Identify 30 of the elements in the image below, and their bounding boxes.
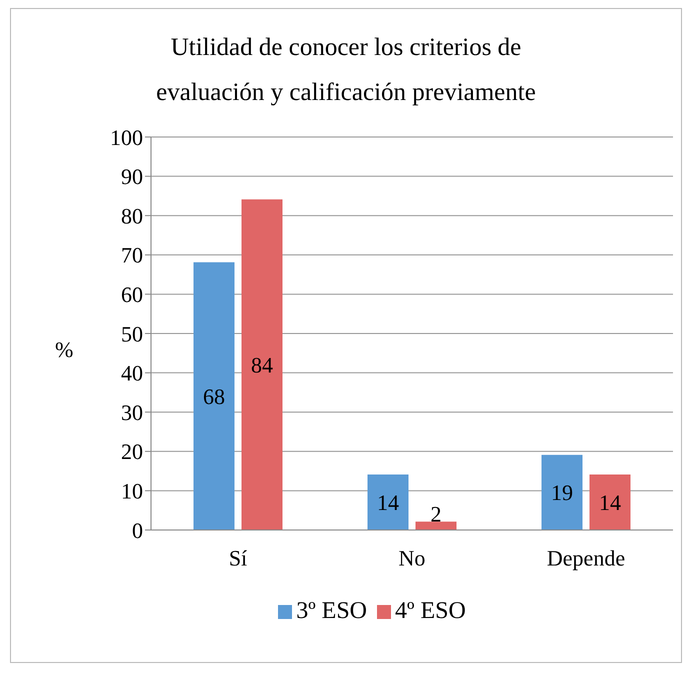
y-tick-label: 20 bbox=[121, 439, 143, 464]
y-tick-label: 10 bbox=[121, 478, 143, 504]
legend-label: 3º ESO bbox=[296, 598, 367, 624]
y-tick-label: 90 bbox=[121, 164, 143, 190]
y-tick-label: 70 bbox=[121, 242, 143, 268]
data-label: 84 bbox=[251, 352, 273, 378]
data-label: 2 bbox=[430, 502, 442, 527]
y-tick-label: 30 bbox=[121, 400, 143, 425]
data-label: 68 bbox=[203, 384, 225, 409]
bar bbox=[368, 474, 408, 530]
chart-title: Utilidad de conocer los criterios de evaluación y calificación previamente bbox=[155, 33, 537, 108]
bar bbox=[542, 454, 582, 530]
legend-label: 4º ESO bbox=[395, 598, 466, 624]
y-tick-label: 50 bbox=[121, 321, 143, 346]
y-tick-label: 100 bbox=[110, 124, 143, 150]
x-tick-label: Depende bbox=[546, 546, 626, 571]
data-label: 19 bbox=[551, 480, 573, 506]
y-tick-label: 80 bbox=[121, 203, 143, 228]
bar bbox=[590, 474, 630, 530]
bar bbox=[242, 199, 282, 530]
bar bbox=[194, 262, 234, 530]
x-tick-label: No bbox=[398, 546, 426, 571]
data-label: 14 bbox=[377, 490, 399, 515]
bar bbox=[416, 522, 456, 530]
data-label: 14 bbox=[599, 490, 621, 515]
y-axis-title: % bbox=[55, 337, 74, 363]
y-tick-label: 60 bbox=[121, 282, 143, 308]
y-tick-label: 0 bbox=[132, 518, 143, 543]
x-tick-label: Sí bbox=[228, 546, 248, 571]
y-tick-label: 40 bbox=[121, 360, 143, 386]
